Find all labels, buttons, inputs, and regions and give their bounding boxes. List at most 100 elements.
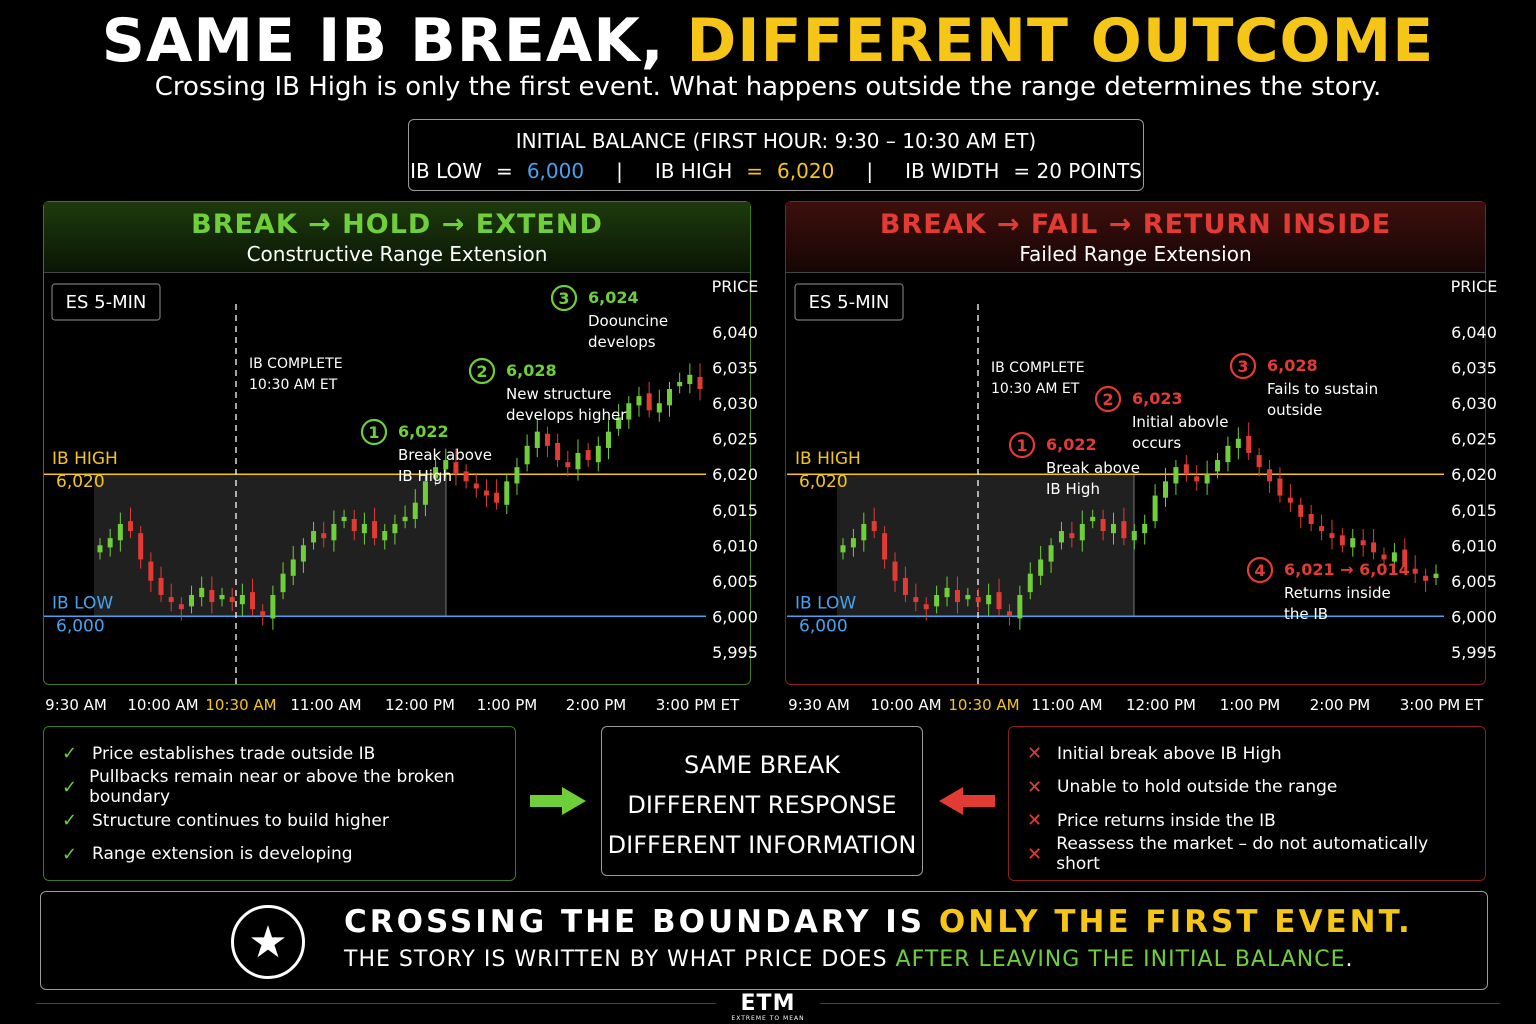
candle-body	[321, 533, 327, 539]
instrument-box	[794, 283, 904, 321]
annotation-number: 1	[368, 423, 379, 442]
logo: ETM	[740, 991, 796, 1016]
candle-body	[494, 492, 500, 503]
footer-divider-right	[820, 1003, 1500, 1004]
candle-body	[1256, 455, 1262, 468]
list-item: ✕ Initial break above IB High	[1027, 737, 1467, 771]
candle-body	[311, 531, 317, 543]
ib-low-label: IB LOW	[52, 593, 113, 613]
annotation-number: 2	[1102, 390, 1113, 409]
left-panel-subheading: Constructive Range Extension	[246, 242, 548, 266]
candle-body	[331, 523, 337, 541]
candle-body	[1423, 575, 1429, 581]
center-message-box: SAME BREAK DIFFERENT RESPONSE DIFFERENT …	[601, 726, 923, 876]
annotation-text-2: IB High	[1046, 480, 1100, 498]
candle-body	[97, 545, 103, 553]
footer-divider-left	[36, 1003, 716, 1004]
y-tick-label: 5,995	[1451, 643, 1497, 662]
candle-body	[219, 594, 225, 600]
list-item-text: Structure continues to build higher	[92, 810, 389, 831]
star-icon: ★	[231, 905, 305, 979]
x-tick-label: 1:00 PM	[1220, 696, 1280, 714]
annotation-text-1: Break above	[398, 446, 492, 464]
annotation-text-1: Returns inside	[1284, 584, 1391, 602]
list-item-text: Initial break above IB High	[1057, 743, 1282, 764]
ib-high-value: 6,020	[56, 472, 105, 492]
candle-body	[524, 445, 530, 465]
x-tick-label: 3:00 PM	[656, 696, 716, 714]
annotation-price: 6,022	[1046, 435, 1097, 454]
annotation-price: 6,028	[1267, 356, 1318, 375]
candle-body	[463, 471, 469, 482]
candle-body	[382, 531, 388, 541]
candle-body	[1152, 495, 1158, 522]
candle-body	[1027, 573, 1033, 593]
candle-body	[923, 604, 929, 610]
bottom-line-2: THE STORY IS WRITTEN BY WHAT PRICE DOES …	[344, 947, 1354, 972]
candle-body	[1069, 533, 1075, 539]
candle-body	[975, 597, 981, 603]
candle-body	[300, 545, 306, 562]
candle-body	[189, 594, 195, 607]
candle-body	[1267, 469, 1273, 482]
center-line-2: DIFFERENT RESPONSE	[627, 791, 897, 819]
annotation-price: 6,023	[1132, 389, 1183, 408]
candle-body	[1006, 611, 1012, 617]
y-tick-label: 6,030	[712, 394, 758, 413]
candle-body	[585, 450, 591, 461]
list-item: ✕ Reassess the market – do not automatica…	[1027, 834, 1467, 874]
right-panel-subheading: Failed Range Extension	[1019, 242, 1252, 266]
list-item-text: Price establishes trade outside IB	[92, 743, 376, 764]
ib-low-value: 6,000	[526, 159, 585, 183]
title-part2: DIFFERENT OUTCOME	[686, 6, 1435, 76]
y-tick-label: 6,005	[712, 572, 758, 591]
annotation-number-badge	[1008, 431, 1036, 459]
arrow-left-icon	[939, 787, 995, 815]
candle-body	[158, 577, 164, 595]
candle-body	[1412, 568, 1418, 574]
left-panel-header: BREAK → HOLD → EXTEND Constructive Range…	[44, 202, 750, 273]
y-tick-label: 6,025	[712, 430, 758, 449]
candle-body	[1246, 435, 1252, 453]
candle-body	[280, 573, 286, 593]
bottom-line-2a: THE STORY IS WRITTEN BY WHAT PRICE DOES	[344, 947, 888, 972]
chart-left: IB HIGH 6,020 IB LOW 6,000 IB COMPLETE 10:30 …	[44, 277, 758, 714]
ib-low-value: 6,000	[56, 616, 105, 636]
annotation-text-1: New structure	[506, 385, 612, 403]
candle-body	[850, 538, 856, 548]
candle-body	[913, 597, 919, 603]
candle-body	[1371, 542, 1377, 553]
ib-complete-label: IB COMPLETE	[249, 356, 343, 372]
annotation-number-badge	[468, 357, 496, 385]
x-tick-label: 1:00 PM	[477, 696, 537, 714]
candle-body	[351, 518, 357, 532]
y-tick-label: 5,995	[712, 643, 758, 662]
candle-body	[1298, 504, 1304, 517]
candle-body	[260, 611, 266, 617]
candle-body	[483, 490, 489, 496]
instrument-label: ES 5-MIN	[66, 292, 147, 313]
candle-body	[1329, 533, 1335, 539]
candle-body	[1277, 478, 1283, 496]
list-item: ✓ Price establishes trade outside IB	[62, 737, 497, 771]
ib-high-value: 6,020	[799, 472, 848, 492]
ib-sep-1: |	[616, 159, 623, 183]
list-item: ✕ Unable to hold outside the range	[1027, 771, 1467, 805]
x-tick-label: 10:30 AM	[205, 696, 276, 714]
candle-body	[341, 516, 347, 522]
candle-body	[1339, 535, 1345, 546]
candle-body	[555, 442, 561, 461]
candle-body	[422, 481, 428, 505]
candle-body	[646, 393, 652, 411]
candle-body	[270, 594, 276, 619]
list-item: ✓ Range extension is developing	[62, 838, 497, 872]
x-tick-label: 3:00 PM	[1400, 696, 1460, 714]
candle-body	[178, 604, 184, 610]
candle-body	[626, 403, 632, 420]
candle-body	[986, 594, 992, 605]
bottom-banner: ★ CROSSING THE BOUNDARY IS ONLY THE FIRS…	[40, 891, 1488, 990]
x-tick-label: 10:30 AM	[948, 696, 1019, 714]
right-panel-heading: BREAK → FAIL → RETURN INSIDE	[879, 209, 1392, 240]
left-summary-list: ✓ Price establishes trade outside IB ✓ Pul…	[43, 726, 516, 881]
